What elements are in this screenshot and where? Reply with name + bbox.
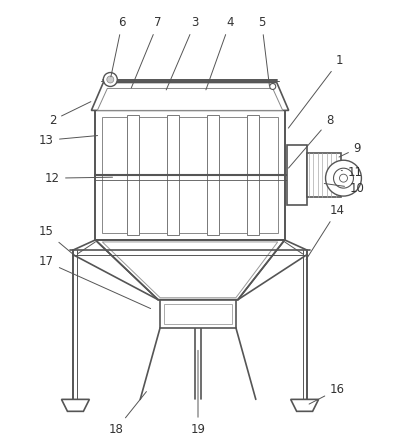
Bar [287, 145, 307, 205]
Circle shape [103, 72, 117, 87]
Text: 8: 8 [289, 114, 333, 168]
Text: 4: 4 [206, 16, 234, 90]
Text: 10: 10 [324, 182, 365, 194]
Text: 1: 1 [288, 54, 343, 128]
Bar [95, 111, 285, 240]
Polygon shape [291, 399, 318, 411]
Text: 19: 19 [190, 350, 206, 436]
Circle shape [107, 76, 114, 83]
Text: 16: 16 [309, 383, 345, 404]
Text: 5: 5 [258, 16, 269, 86]
Polygon shape [91, 83, 289, 111]
Bar [307, 153, 341, 197]
Bar [247, 115, 259, 235]
Text: 11: 11 [341, 166, 363, 178]
Text: 17: 17 [39, 255, 150, 309]
Text: 14: 14 [306, 203, 345, 259]
Text: 6: 6 [111, 16, 126, 77]
Bar [207, 115, 219, 235]
Bar [95, 111, 285, 240]
Bar [160, 300, 236, 328]
Bar [102, 117, 278, 233]
Circle shape [339, 174, 347, 182]
Text: 9: 9 [339, 142, 361, 157]
Polygon shape [97, 88, 283, 111]
Polygon shape [95, 240, 285, 300]
Text: 13: 13 [39, 134, 97, 147]
Text: 2: 2 [49, 102, 91, 127]
Bar [95, 111, 285, 240]
Text: 7: 7 [131, 16, 162, 88]
Text: 12: 12 [45, 172, 112, 185]
Bar [164, 304, 232, 324]
Text: 15: 15 [39, 226, 75, 256]
Text: 3: 3 [166, 16, 199, 90]
Circle shape [333, 168, 354, 188]
Bar [127, 115, 139, 235]
Polygon shape [61, 399, 89, 411]
Circle shape [326, 160, 362, 196]
Circle shape [270, 83, 276, 90]
Bar [167, 115, 179, 235]
Text: 18: 18 [109, 392, 147, 436]
